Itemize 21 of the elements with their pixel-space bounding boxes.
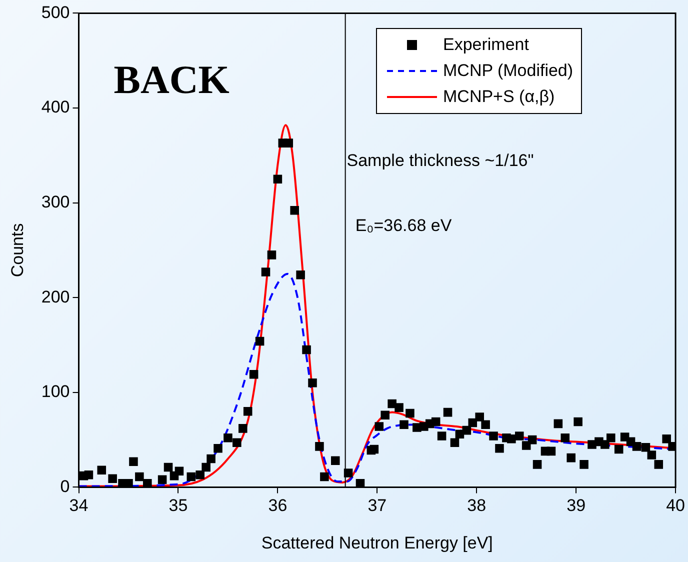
ref-line-label: E₀=36.68 eV [355,216,452,236]
y-tick-label: 400 [41,98,70,117]
x-tick-label: 35 [168,496,188,516]
x-tick-label: 36 [268,496,288,516]
y-tick-label: 200 [41,287,70,306]
annotation: Sample thickness ~1/16" [346,151,534,170]
legend-label: Experiment [443,35,529,55]
y-tick-label: 300 [41,192,70,212]
y-tick-label: 100 [41,382,70,402]
x-tick-label: 37 [368,496,387,516]
y-tick-label: 500 [41,2,70,22]
y-axis-title: Counts [8,223,27,278]
x-tick-label: 38 [467,496,486,516]
x-tick-label: 39 [566,496,586,516]
x-tick-label: 40 [666,496,686,516]
legend-label: MCNP (Modified) [443,61,574,81]
y-tick-label: 0 [60,476,70,496]
x-tick-label: 34 [69,496,88,516]
annotation: BACK [114,57,230,102]
legend-label: MCNP+S (α,β) [443,87,555,107]
x-axis-title: Scattered Neutron Energy [eV] [261,533,493,552]
